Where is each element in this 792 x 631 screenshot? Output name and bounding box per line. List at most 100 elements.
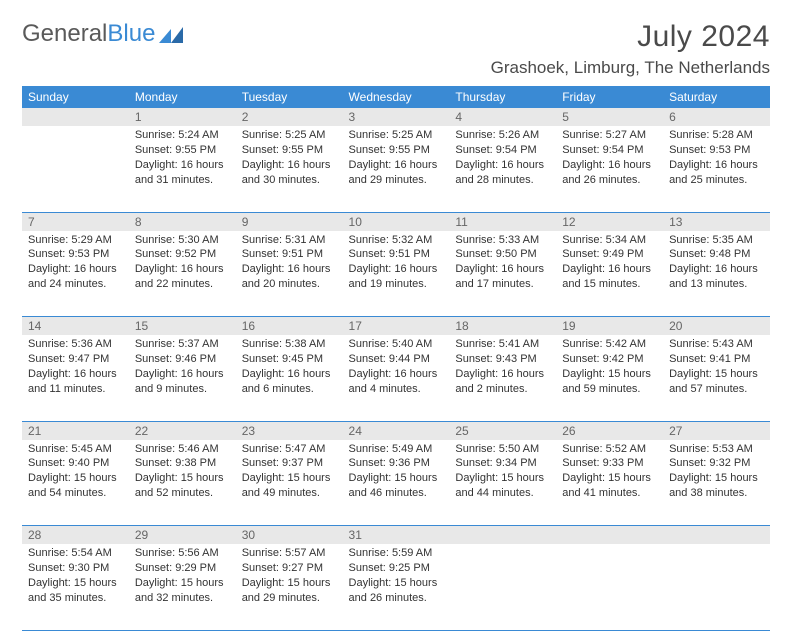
day-cell: Sunrise: 5:24 AMSunset: 9:55 PMDaylight:… <box>129 126 236 212</box>
day-number <box>663 526 770 545</box>
sunset-text: Sunset: 9:44 PM <box>349 352 444 367</box>
day-number: 29 <box>129 526 236 545</box>
sunset-text: Sunset: 9:34 PM <box>455 456 550 471</box>
sunset-text: Sunset: 9:53 PM <box>669 143 764 158</box>
sunrise-text: Sunrise: 5:52 AM <box>562 442 657 457</box>
day-content-row: Sunrise: 5:24 AMSunset: 9:55 PMDaylight:… <box>22 126 770 212</box>
day-cell: Sunrise: 5:29 AMSunset: 9:53 PMDaylight:… <box>22 231 129 317</box>
sunrise-text: Sunrise: 5:54 AM <box>28 546 123 561</box>
day-number <box>22 108 129 126</box>
sunrise-text: Sunrise: 5:31 AM <box>242 233 337 248</box>
day-number: 24 <box>343 421 450 440</box>
sunset-text: Sunset: 9:52 PM <box>135 247 230 262</box>
day-number: 9 <box>236 212 343 231</box>
sunset-text: Sunset: 9:49 PM <box>562 247 657 262</box>
location: Grashoek, Limburg, The Netherlands <box>491 58 770 78</box>
day-number: 22 <box>129 421 236 440</box>
day-cell: Sunrise: 5:37 AMSunset: 9:46 PMDaylight:… <box>129 335 236 421</box>
daylight-text: Daylight: 16 hours and 15 minutes. <box>562 262 657 292</box>
daylight-text: Daylight: 15 hours and 52 minutes. <box>135 471 230 501</box>
day-number: 26 <box>556 421 663 440</box>
sunrise-text: Sunrise: 5:33 AM <box>455 233 550 248</box>
daylight-text: Daylight: 15 hours and 32 minutes. <box>135 576 230 606</box>
header: GeneralBlue July 2024 Grashoek, Limburg,… <box>22 20 770 84</box>
day-cell: Sunrise: 5:35 AMSunset: 9:48 PMDaylight:… <box>663 231 770 317</box>
day-cell: Sunrise: 5:28 AMSunset: 9:53 PMDaylight:… <box>663 126 770 212</box>
sunset-text: Sunset: 9:53 PM <box>28 247 123 262</box>
day-cell: Sunrise: 5:36 AMSunset: 9:47 PMDaylight:… <box>22 335 129 421</box>
sunrise-text: Sunrise: 5:59 AM <box>349 546 444 561</box>
day-cell <box>449 544 556 630</box>
sunset-text: Sunset: 9:55 PM <box>242 143 337 158</box>
day-cell: Sunrise: 5:40 AMSunset: 9:44 PMDaylight:… <box>343 335 450 421</box>
sunset-text: Sunset: 9:54 PM <box>455 143 550 158</box>
day-number: 5 <box>556 108 663 126</box>
sunset-text: Sunset: 9:25 PM <box>349 561 444 576</box>
sunset-text: Sunset: 9:46 PM <box>135 352 230 367</box>
sunrise-text: Sunrise: 5:37 AM <box>135 337 230 352</box>
sunrise-text: Sunrise: 5:38 AM <box>242 337 337 352</box>
day-number: 17 <box>343 317 450 336</box>
daylight-text: Daylight: 16 hours and 25 minutes. <box>669 158 764 188</box>
daylight-text: Daylight: 15 hours and 46 minutes. <box>349 471 444 501</box>
daylight-text: Daylight: 16 hours and 29 minutes. <box>349 158 444 188</box>
day-cell <box>22 126 129 212</box>
title-block: July 2024 Grashoek, Limburg, The Netherl… <box>491 20 770 84</box>
day-number-row: 123456 <box>22 108 770 126</box>
day-cell: Sunrise: 5:34 AMSunset: 9:49 PMDaylight:… <box>556 231 663 317</box>
sunset-text: Sunset: 9:48 PM <box>669 247 764 262</box>
daylight-text: Daylight: 16 hours and 2 minutes. <box>455 367 550 397</box>
sunset-text: Sunset: 9:37 PM <box>242 456 337 471</box>
day-number: 20 <box>663 317 770 336</box>
sunrise-text: Sunrise: 5:47 AM <box>242 442 337 457</box>
daylight-text: Daylight: 15 hours and 59 minutes. <box>562 367 657 397</box>
day-cell <box>663 544 770 630</box>
sunset-text: Sunset: 9:29 PM <box>135 561 230 576</box>
day-cell: Sunrise: 5:52 AMSunset: 9:33 PMDaylight:… <box>556 440 663 526</box>
calendar: SundayMondayTuesdayWednesdayThursdayFrid… <box>22 86 770 631</box>
day-content-row: Sunrise: 5:29 AMSunset: 9:53 PMDaylight:… <box>22 231 770 317</box>
day-number: 3 <box>343 108 450 126</box>
day-cell: Sunrise: 5:25 AMSunset: 9:55 PMDaylight:… <box>343 126 450 212</box>
logo: GeneralBlue <box>22 20 185 48</box>
day-number: 23 <box>236 421 343 440</box>
weekday-header-row: SundayMondayTuesdayWednesdayThursdayFrid… <box>22 86 770 108</box>
daylight-text: Daylight: 16 hours and 17 minutes. <box>455 262 550 292</box>
sunrise-text: Sunrise: 5:46 AM <box>135 442 230 457</box>
sunrise-text: Sunrise: 5:35 AM <box>669 233 764 248</box>
day-number: 28 <box>22 526 129 545</box>
day-cell: Sunrise: 5:47 AMSunset: 9:37 PMDaylight:… <box>236 440 343 526</box>
daylight-text: Daylight: 15 hours and 35 minutes. <box>28 576 123 606</box>
sunset-text: Sunset: 9:40 PM <box>28 456 123 471</box>
day-cell: Sunrise: 5:32 AMSunset: 9:51 PMDaylight:… <box>343 231 450 317</box>
day-number: 27 <box>663 421 770 440</box>
month-title: July 2024 <box>491 20 770 54</box>
weekday-header: Wednesday <box>343 86 450 108</box>
daylight-text: Daylight: 16 hours and 9 minutes. <box>135 367 230 397</box>
daylight-text: Daylight: 15 hours and 41 minutes. <box>562 471 657 501</box>
weekday-header: Friday <box>556 86 663 108</box>
day-content-row: Sunrise: 5:45 AMSunset: 9:40 PMDaylight:… <box>22 440 770 526</box>
daylight-text: Daylight: 16 hours and 24 minutes. <box>28 262 123 292</box>
day-cell: Sunrise: 5:38 AMSunset: 9:45 PMDaylight:… <box>236 335 343 421</box>
sunset-text: Sunset: 9:27 PM <box>242 561 337 576</box>
day-number: 19 <box>556 317 663 336</box>
weekday-header: Tuesday <box>236 86 343 108</box>
day-number: 1 <box>129 108 236 126</box>
sunrise-text: Sunrise: 5:34 AM <box>562 233 657 248</box>
sunset-text: Sunset: 9:50 PM <box>455 247 550 262</box>
day-number-row: 28293031 <box>22 526 770 545</box>
day-cell: Sunrise: 5:57 AMSunset: 9:27 PMDaylight:… <box>236 544 343 630</box>
sunrise-text: Sunrise: 5:36 AM <box>28 337 123 352</box>
sunrise-text: Sunrise: 5:29 AM <box>28 233 123 248</box>
sunrise-text: Sunrise: 5:56 AM <box>135 546 230 561</box>
day-number: 12 <box>556 212 663 231</box>
day-number: 21 <box>22 421 129 440</box>
day-number <box>556 526 663 545</box>
sunrise-text: Sunrise: 5:49 AM <box>349 442 444 457</box>
sunset-text: Sunset: 9:51 PM <box>349 247 444 262</box>
daylight-text: Daylight: 16 hours and 13 minutes. <box>669 262 764 292</box>
sunset-text: Sunset: 9:42 PM <box>562 352 657 367</box>
sunset-text: Sunset: 9:33 PM <box>562 456 657 471</box>
sunset-text: Sunset: 9:47 PM <box>28 352 123 367</box>
